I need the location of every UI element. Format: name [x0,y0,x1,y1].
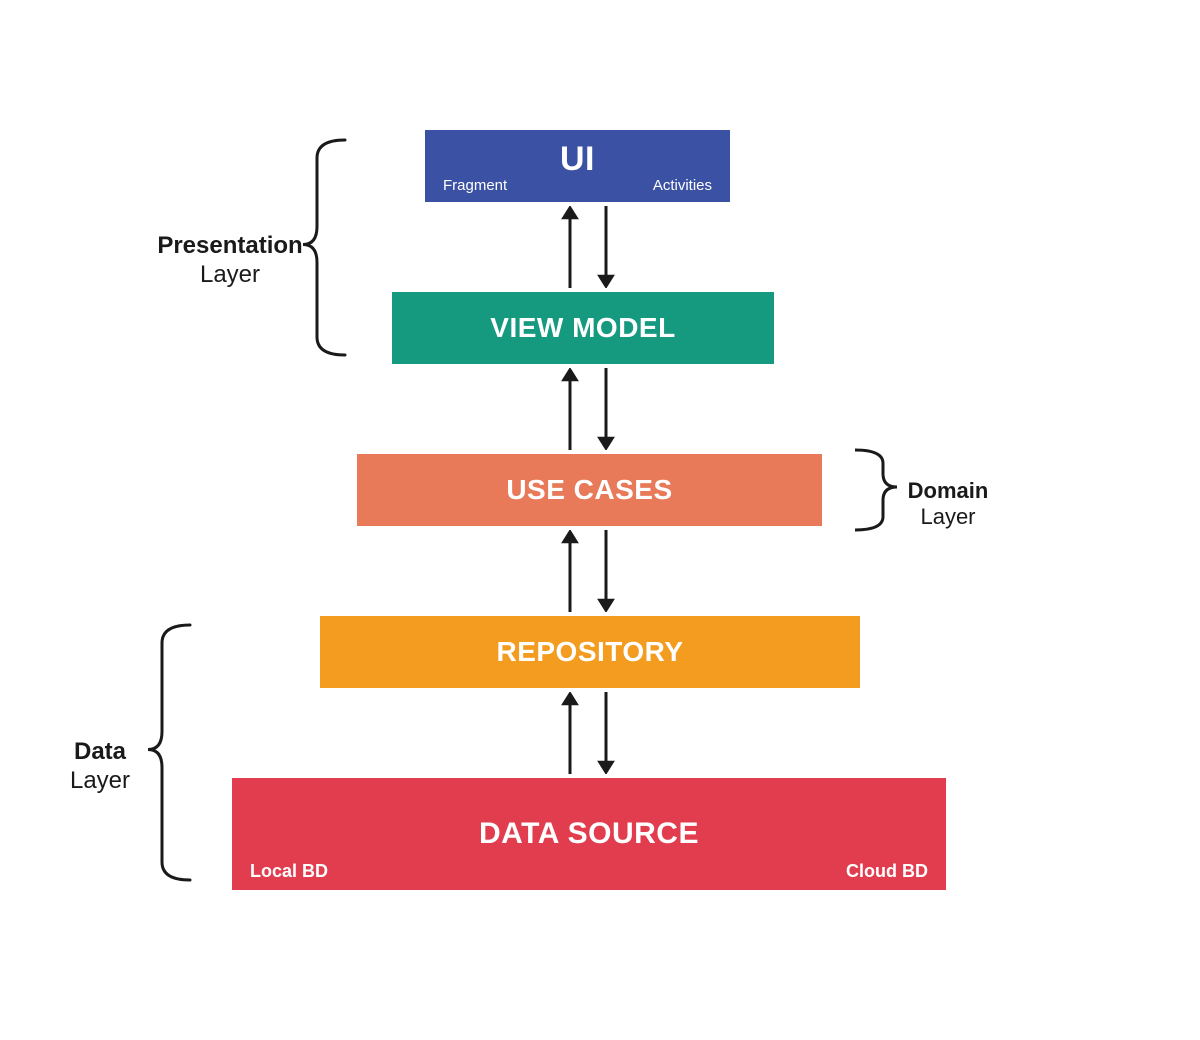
bidir-arrow [548,692,628,774]
layer-box-viewmodel: VIEW MODEL [392,292,774,364]
layer-title-usecases: USE CASES [506,474,672,506]
bidir-arrow [548,530,628,612]
brace-left [303,137,351,358]
group-label-line2: Layer [20,767,180,796]
layer-box-repository: REPOSITORY [320,616,860,688]
group-label-line1: Domain [868,478,1028,504]
layer-subleft-datasource: Local BD [250,861,328,882]
layer-subleft-ui: Fragment [443,177,507,194]
layer-title-ui: UI [560,140,595,179]
group-label: PresentationLayer [150,232,310,290]
group-label-line1: Presentation [150,232,310,261]
layer-title-viewmodel: VIEW MODEL [490,312,675,344]
group-label-line2: Layer [868,504,1028,530]
bidir-arrow [548,206,628,288]
group-label: DataLayer [20,738,180,796]
layer-box-usecases: USE CASES [357,454,822,526]
layer-box-datasource: DATA SOURCE Local BD Cloud BD [232,778,946,890]
layer-subright-ui: Activities [653,177,712,194]
layer-subright-datasource: Cloud BD [846,861,928,882]
bidir-arrow [548,368,628,450]
layer-title-datasource: DATA SOURCE [479,817,699,851]
group-label: DomainLayer [868,478,1028,531]
group-label-line2: Layer [150,261,310,290]
group-label-line1: Data [20,738,180,767]
layer-subrow-ui: Fragment Activities [425,177,730,194]
layer-box-ui: UI Fragment Activities [425,130,730,202]
layer-title-repository: REPOSITORY [496,636,683,668]
layer-subrow-datasource: Local BD Cloud BD [232,861,946,882]
